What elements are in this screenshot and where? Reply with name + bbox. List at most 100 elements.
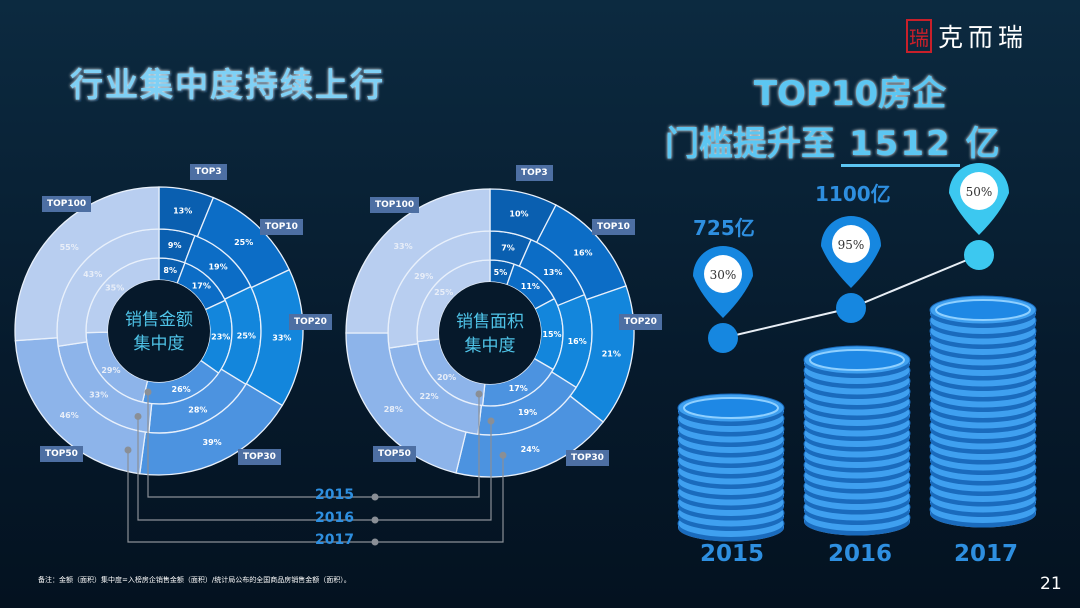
- legend-dot-2015: [371, 493, 379, 501]
- sunburst-chart-0: 8% 17% 23% 26% 29% 35% 9% 19% 25% 28% 33% 43% 13% 25%…: [14, 186, 370, 543]
- tag-top50-amount: TOP50: [40, 446, 83, 462]
- tag-top10-amount: TOP10: [260, 219, 303, 235]
- legend-dot-2017: [371, 538, 379, 546]
- coin-top: [683, 397, 779, 419]
- label-2016-TOP30: 19%: [518, 408, 537, 417]
- label-2016-TOP10: 13%: [543, 268, 562, 277]
- growth-label-2016: 95%: [838, 238, 865, 252]
- center-label-line2: 集中度: [134, 334, 185, 354]
- connector-line-2017: [370, 455, 504, 543]
- logo-seal-icon: 瑞: [906, 19, 932, 53]
- label-2017-TOP50: 28%: [384, 405, 403, 414]
- footnote: 备注：金额（面积）集中度=入榜房企销售金额（面积）/统计局公布的全国商品房销售金…: [38, 576, 351, 584]
- center-label-line1: 销售面积: [456, 312, 524, 332]
- tag-top100-amount: TOP100: [42, 196, 92, 212]
- tag-top50-area: TOP50: [373, 446, 416, 462]
- right-title-value: 1512: [841, 124, 960, 167]
- legend-2017: 2017: [315, 532, 354, 548]
- xtick-2016: 2016: [828, 541, 893, 567]
- label-2016-TOP100: 43%: [83, 270, 102, 279]
- page-number: 21: [1040, 574, 1062, 594]
- label-2016-TOP10: 19%: [208, 262, 227, 271]
- label-2017-TOP10: 16%: [573, 248, 592, 257]
- tag-top20-amount: TOP20: [289, 314, 332, 330]
- label-2017-TOP3: 10%: [509, 209, 528, 218]
- label-2016-TOP30: 28%: [188, 405, 207, 414]
- label-2015-TOP30: 17%: [509, 384, 528, 393]
- connector-line-2016: [137, 416, 370, 521]
- right-title-line1: TOP10房企: [753, 74, 947, 114]
- growth-label-2015: 30%: [710, 268, 737, 282]
- page-title: 行业集中度持续上行: [70, 65, 385, 104]
- xtick-2015: 2015: [700, 541, 765, 567]
- growth-label-2017: 50%: [966, 185, 993, 199]
- label-2017-TOP20: 33%: [272, 333, 291, 342]
- label-2015-TOP50: 20%: [437, 373, 456, 382]
- trend-point-2015: [708, 323, 738, 353]
- right-title-suffix: 亿: [965, 124, 1000, 164]
- coin-top: [935, 299, 1031, 321]
- legend-2015: 2015: [315, 487, 354, 503]
- label-2017-TOP100: 33%: [393, 242, 412, 251]
- label-2015-TOP10: 11%: [521, 282, 540, 291]
- tag-top3-area: TOP3: [516, 165, 553, 181]
- segment-2017-TOP100: [345, 188, 491, 334]
- logo: 瑞 克而瑞: [906, 18, 1028, 54]
- label-2015-TOP10: 17%: [192, 282, 211, 291]
- label-2015-TOP100: 25%: [434, 288, 453, 297]
- coin-stack-chart: 30% 95% 50%: [677, 163, 1037, 542]
- tag-top10-area: TOP10: [592, 219, 635, 235]
- tag-top30-amount: TOP30: [238, 449, 281, 465]
- label-2015-TOP20: 23%: [211, 333, 230, 342]
- legend-2016: 2016: [315, 510, 354, 526]
- label-2017-TOP3: 13%: [173, 206, 192, 215]
- trend-point-2017: [964, 240, 994, 270]
- coin-top: [809, 349, 905, 371]
- connector-line-2017: [127, 450, 370, 543]
- center-label-line1: 销售金额: [125, 310, 193, 330]
- right-title-prefix: 门槛提升至: [665, 124, 835, 164]
- logo-text: 克而瑞: [938, 23, 1029, 52]
- tag-top100-area: TOP100: [370, 197, 420, 213]
- label-2017-TOP30: 24%: [521, 445, 540, 454]
- value-label-2016: 1100亿: [815, 182, 891, 206]
- value-label-2015: 725亿: [693, 216, 755, 240]
- trend-point-2016: [836, 293, 866, 323]
- label-2016-TOP100: 29%: [414, 272, 433, 281]
- legend-dot-2016: [371, 516, 379, 524]
- sunburst-chart-1: 5% 11% 15% 17% 20% 25% 7% 13% 16% 19% 22% 29% 10% 16%…: [345, 188, 635, 543]
- label-2017-TOP20: 21%: [602, 349, 621, 358]
- segment-2017-TOP100: [14, 186, 160, 342]
- tag-top30-area: TOP30: [566, 450, 609, 466]
- label-2016-TOP3: 9%: [168, 241, 182, 250]
- label-2016-TOP20: 16%: [568, 337, 587, 346]
- connector-line-2015: [370, 394, 480, 498]
- tag-top3-amount: TOP3: [190, 164, 227, 180]
- tag-top20-area: TOP20: [619, 314, 662, 330]
- label-2015-TOP50: 29%: [101, 366, 120, 375]
- label-2017-TOP10: 25%: [234, 238, 253, 247]
- label-2016-TOP50: 22%: [419, 392, 438, 401]
- label-2016-TOP3: 7%: [501, 243, 515, 252]
- right-title-line2: 门槛提升至 1512 亿: [665, 116, 1000, 167]
- connector-line-2015: [147, 392, 370, 498]
- label-2017-TOP50: 46%: [60, 411, 79, 420]
- label-2017-TOP100: 55%: [60, 243, 79, 252]
- center-label-line2: 集中度: [465, 336, 516, 356]
- center-hole: [439, 282, 541, 384]
- label-2016-TOP50: 33%: [89, 390, 108, 399]
- label-2015-TOP30: 26%: [172, 385, 191, 394]
- label-2017-TOP30: 39%: [203, 438, 222, 447]
- label-2016-TOP20: 25%: [237, 331, 256, 340]
- center-hole: [108, 280, 210, 382]
- connector-line-2016: [370, 420, 492, 521]
- label-2015-TOP20: 15%: [542, 330, 561, 339]
- xtick-2017: 2017: [954, 541, 1019, 567]
- coin-stack-2015: [677, 393, 785, 542]
- label-2015-TOP3: 8%: [163, 266, 177, 275]
- coin-stack-2016: [803, 345, 911, 536]
- label-2015-TOP100: 35%: [105, 284, 124, 293]
- label-2015-TOP3: 5%: [494, 268, 508, 277]
- coin-stack-2017: [929, 295, 1037, 528]
